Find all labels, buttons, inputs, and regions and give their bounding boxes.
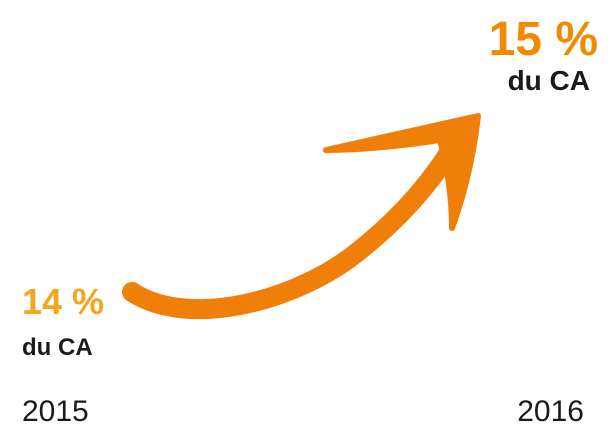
arrow-shaft xyxy=(122,122,472,320)
growth-arrow xyxy=(122,113,481,320)
label-2016: du CA xyxy=(508,65,590,96)
value-2016: 15 % xyxy=(489,13,598,66)
label-2015: du CA xyxy=(22,334,93,361)
year-2016: 2016 xyxy=(517,395,584,428)
year-2015: 2015 xyxy=(22,395,89,428)
arrow-head xyxy=(323,113,481,231)
value-2015: 14 % xyxy=(22,281,104,322)
